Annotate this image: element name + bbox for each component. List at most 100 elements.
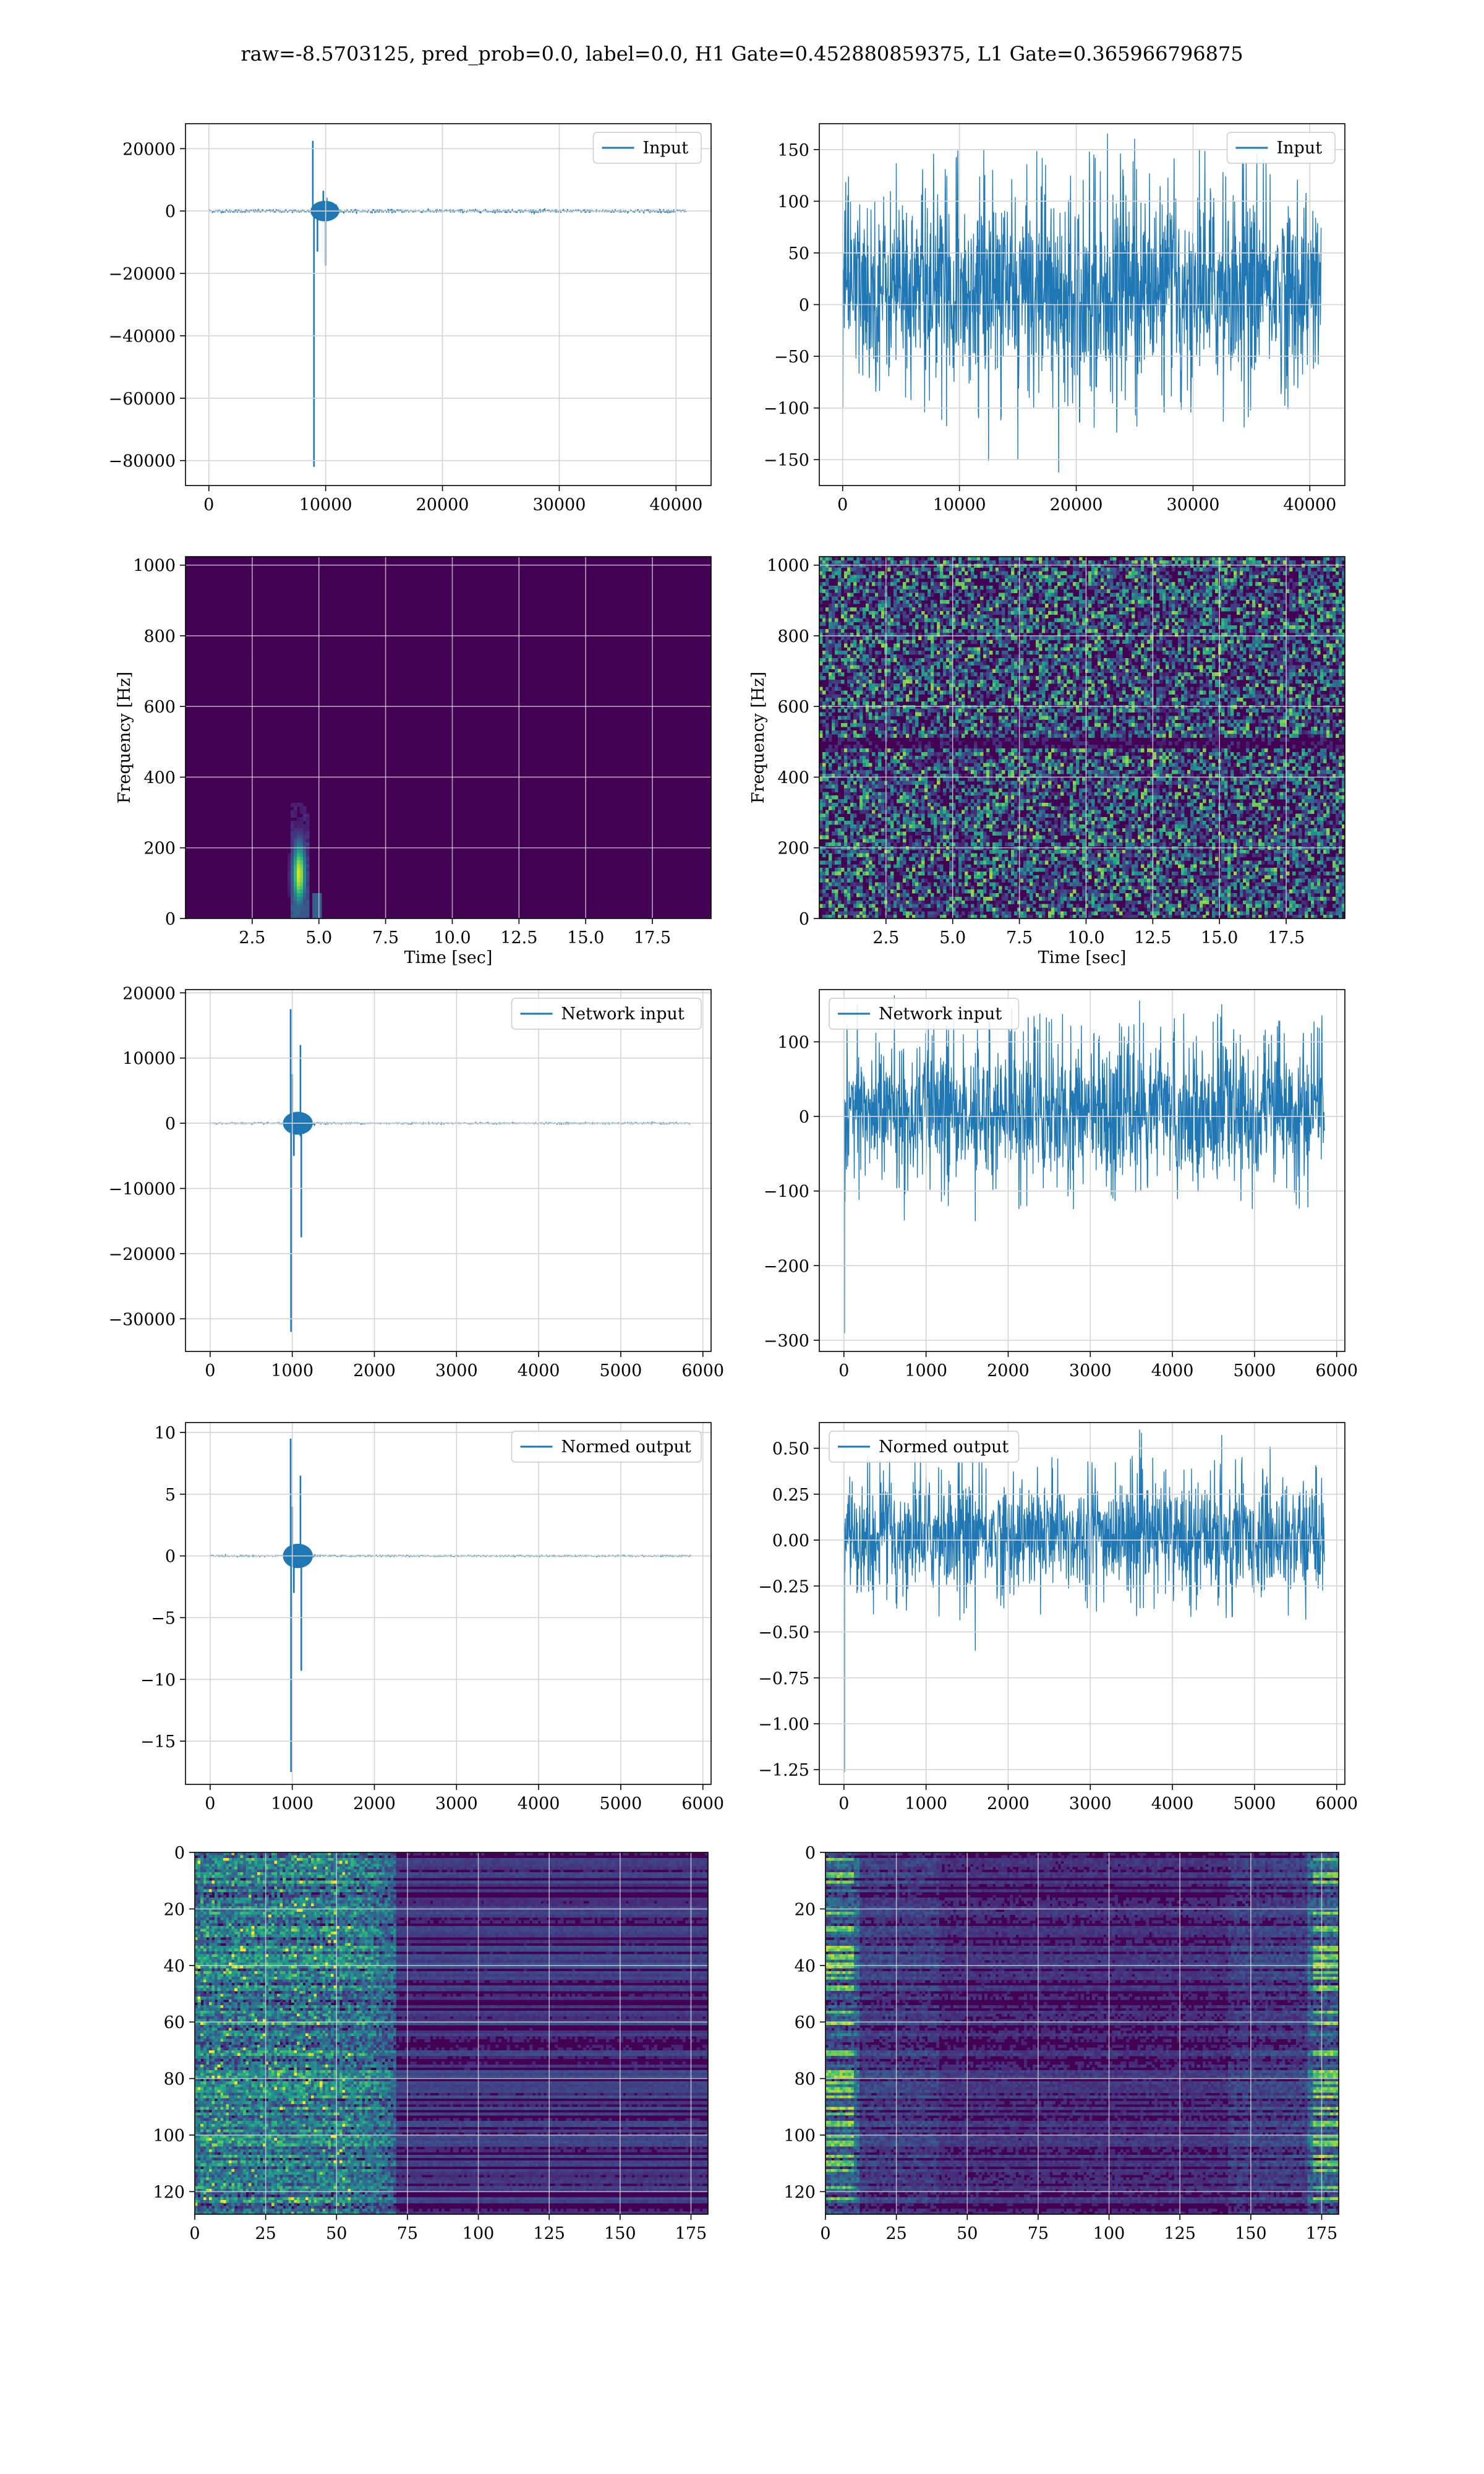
l1-spectrogram-cell (1048, 698, 1052, 702)
l1-spectrogram-cell (872, 589, 876, 594)
l1-spectrogram-cell (1169, 669, 1172, 673)
l1-spectrogram-cell (1280, 687, 1284, 691)
l1-spectrogram-cell (1002, 596, 1005, 601)
l1-spectrogram-cell (1317, 651, 1321, 655)
l1-spectrogram-cell (1339, 625, 1342, 630)
l1-spectrogram-cell (841, 690, 845, 695)
l1-spectrogram-cell (912, 585, 916, 590)
l1-spectrogram-cell (832, 585, 835, 590)
l1-spectrogram-cell (1181, 581, 1185, 586)
l1-spectrogram-cell (1339, 632, 1342, 637)
l1-spectrogram-cell (989, 593, 993, 597)
l1-spectrogram-cell (1101, 672, 1104, 677)
l1-spectrogram-cell (1098, 679, 1101, 684)
l1-spectrogram-cell (1030, 600, 1033, 604)
l1-spectrogram-cell (1261, 596, 1265, 601)
l1-spectrogram-cell (971, 593, 974, 597)
l1-spectrogram-cell (1088, 687, 1092, 691)
h1-spectrogram-cell (303, 806, 307, 811)
l1-spectrogram-cell (838, 654, 842, 659)
l1-spectrogram-cell (859, 708, 863, 713)
l1-spectrogram-cell (1314, 643, 1318, 648)
l1-spectrogram-cell (1138, 596, 1141, 601)
l1-spectrogram-cell (1215, 683, 1219, 688)
l1-spectrogram-cell (869, 610, 872, 615)
l1-spectrogram-cell (1255, 643, 1259, 648)
h1-spectrogram-cell (303, 904, 307, 909)
l1-spectrogram-cell (1311, 622, 1315, 626)
l1-spectrogram-cell (1264, 654, 1268, 659)
l1-spectrogram-cell (1119, 578, 1123, 583)
l1-spectrogram-cell (1060, 625, 1064, 630)
l1-spectrogram-cell (992, 661, 996, 666)
l1-spectrogram-cell (996, 698, 999, 702)
l1-spectrogram-cell (1286, 683, 1290, 688)
l1-spectrogram-cell (1246, 578, 1250, 583)
l1-spectrogram-cell (1002, 618, 1005, 622)
l1-spectrogram-cell (921, 563, 925, 568)
l1-spectrogram-cell (952, 669, 956, 673)
l1-spectrogram-cell (1326, 632, 1330, 637)
l1-spectrogram-cell (1342, 607, 1345, 612)
l1-spectrogram-cell (878, 604, 882, 608)
l1-spectrogram-cell (1144, 708, 1148, 713)
l1-spectrogram-cell (989, 585, 993, 590)
l1-spectrogram-cell (1008, 632, 1012, 637)
l1-spectrogram-cell (878, 571, 882, 575)
l1-spectrogram-cell (1305, 654, 1308, 659)
l1-spectrogram-cell (1286, 557, 1290, 561)
l1-spectrogram-cell (1298, 571, 1302, 575)
l1-spectrogram-cell (859, 607, 863, 612)
l1-spectrogram-cell (1162, 589, 1166, 594)
l1-spectrogram-cell (977, 698, 981, 702)
l1-spectrogram-cell (949, 665, 953, 669)
l1-spectrogram-cell (897, 654, 900, 659)
l1-spectrogram-cell (1017, 604, 1021, 608)
l1-spectrogram-cell (903, 651, 906, 655)
l1-spectrogram-cell (1227, 571, 1231, 575)
l1-spectrogram-cell (1203, 563, 1206, 568)
l1-spectrogram-cell (841, 625, 845, 630)
l1-spectrogram-cell (937, 661, 940, 666)
l1-spectrogram-cell (1298, 575, 1302, 579)
l1-spectrogram-cell (962, 622, 965, 626)
l1-spectrogram-cell (1070, 694, 1073, 698)
l1-spectrogram-cell (890, 629, 894, 633)
l1-spectrogram-cell (832, 614, 835, 619)
l1-spectrogram-cell (1336, 683, 1339, 688)
l1-spectrogram-cell (1079, 708, 1083, 713)
l1-spectrogram-cell (989, 690, 993, 695)
l1-spectrogram-cell (1036, 622, 1039, 626)
l1-spectrogram-cell (829, 654, 832, 659)
l1-spectrogram-cell (980, 600, 984, 604)
l1-spectrogram-cell (887, 596, 891, 601)
l1-input-legend-label: Input (1277, 139, 1323, 158)
l1-spectrogram-cell (1005, 643, 1009, 648)
l1-spectrogram-cell (1094, 632, 1098, 637)
l1-spectrogram-cell (1317, 593, 1321, 597)
l1-spectrogram-cell (1073, 575, 1077, 579)
l1-spectrogram-cell (832, 690, 835, 695)
l1-spectrogram-cell (838, 665, 842, 669)
l1-spectrogram-cell (1030, 589, 1033, 594)
l1-spectrogram-cell (1292, 607, 1296, 612)
l1-spectrogram-cell (863, 676, 866, 680)
l1-spectrogram-cell (1203, 669, 1206, 673)
l1-spectrogram-cell (1057, 578, 1061, 583)
l1-spectrogram-cell (927, 647, 931, 651)
l1-spectrogram-cell (1243, 672, 1247, 677)
l1-spectrogram-cell (983, 593, 987, 597)
l1-spectrogram-cell (890, 647, 894, 651)
l1-spectrogram-cell (819, 614, 823, 619)
h1-spectrogram-cell (315, 915, 319, 919)
l1-spectrogram-cell (1008, 604, 1012, 608)
l1-spectrogram-cell (1113, 665, 1117, 669)
l1-spectrogram-cell (1122, 665, 1126, 669)
h1-input-xtick-label: 0 (203, 495, 214, 515)
l1-spectrogram-cell (1181, 557, 1185, 561)
l1-spectrogram-cell (844, 604, 848, 608)
l1-spectrogram-cell (1286, 654, 1290, 659)
l1-spectrogram-cell (1026, 657, 1030, 662)
l1-spectrogram-cell (1122, 704, 1126, 709)
l1-spectrogram-cell (937, 607, 940, 612)
